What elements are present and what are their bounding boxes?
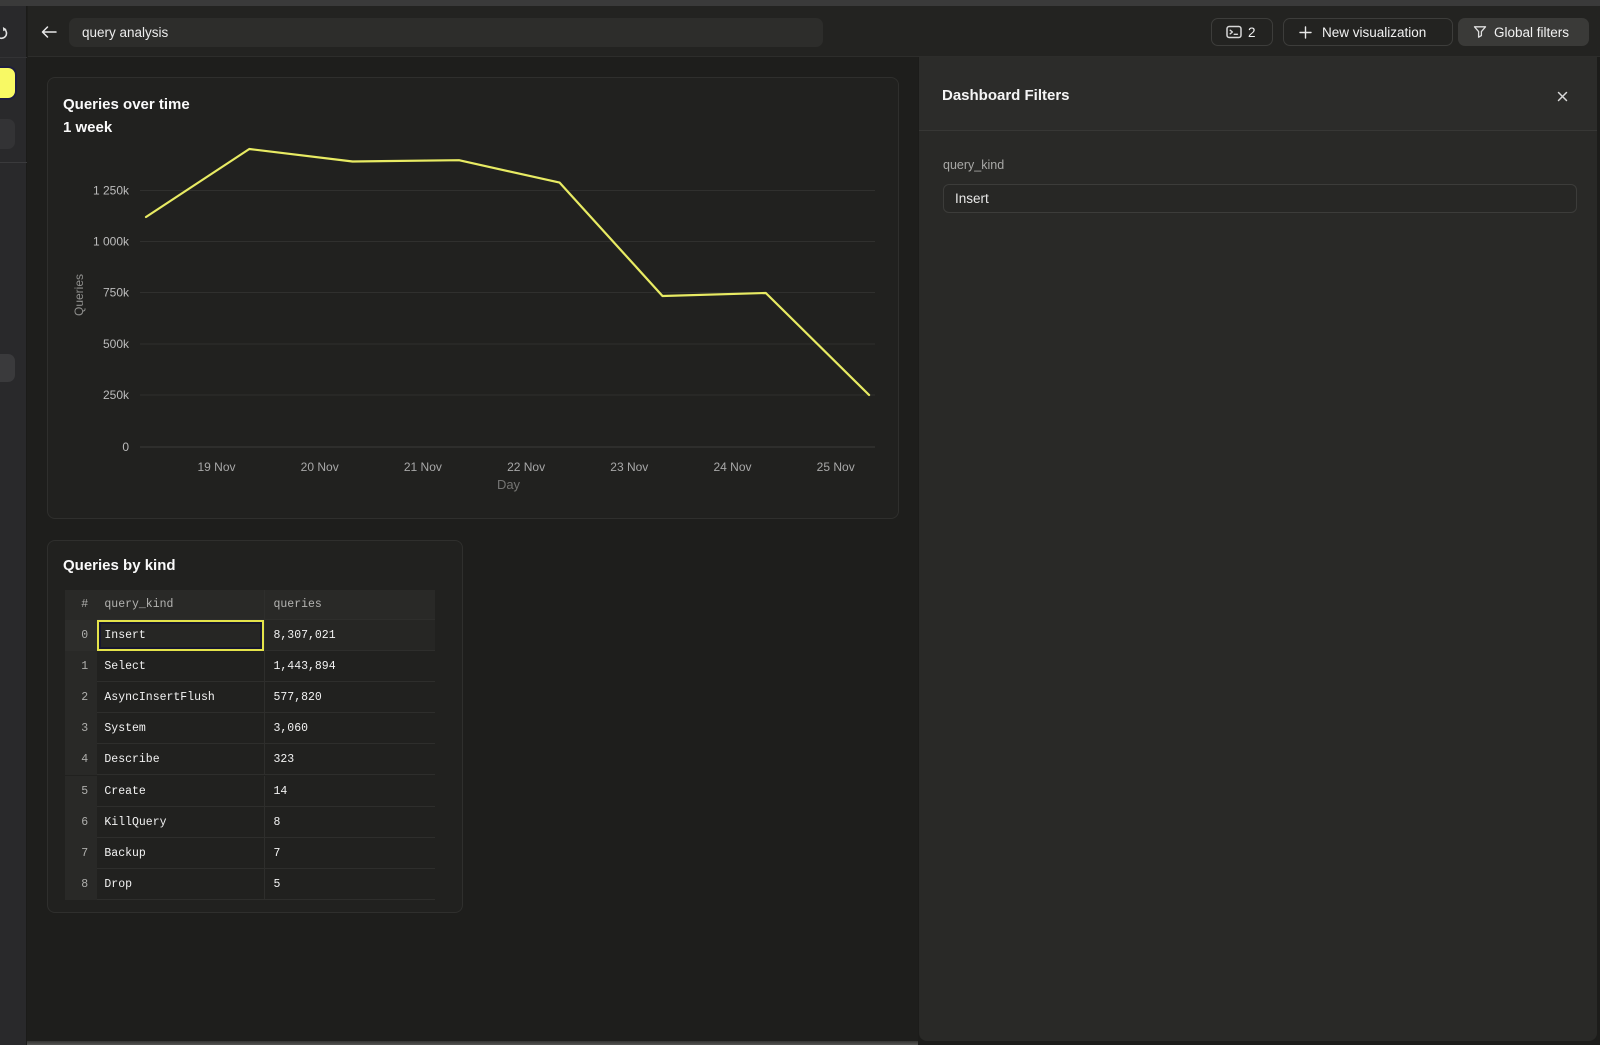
- svg-text:Queries: Queries: [72, 274, 86, 316]
- svg-text:Day: Day: [497, 477, 521, 492]
- svg-text:23 Nov: 23 Nov: [610, 460, 648, 474]
- svg-text:500k: 500k: [103, 337, 130, 351]
- svg-text:24 Nov: 24 Nov: [713, 460, 751, 474]
- svg-text:25 Nov: 25 Nov: [817, 460, 855, 474]
- svg-text:21 Nov: 21 Nov: [404, 460, 442, 474]
- svg-text:0: 0: [122, 440, 129, 454]
- svg-text:19 Nov: 19 Nov: [197, 460, 235, 474]
- svg-text:1 250k: 1 250k: [93, 184, 130, 198]
- svg-text:750k: 750k: [103, 286, 130, 300]
- svg-text:22 Nov: 22 Nov: [507, 460, 545, 474]
- svg-text:250k: 250k: [103, 388, 130, 402]
- svg-text:20 Nov: 20 Nov: [301, 460, 339, 474]
- svg-text:1 000k: 1 000k: [93, 235, 130, 249]
